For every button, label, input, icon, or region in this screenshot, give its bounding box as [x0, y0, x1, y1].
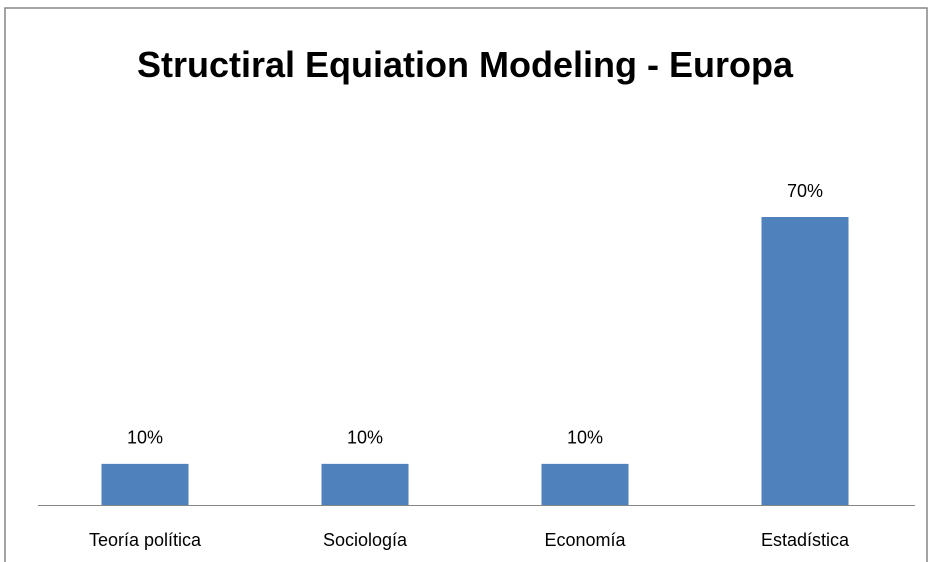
x-tick-label: Economía — [544, 530, 626, 550]
data-label: 70% — [787, 181, 823, 201]
x-tick-label: Sociología — [323, 530, 408, 550]
bar — [321, 463, 409, 505]
x-tick-label: Estadística — [761, 530, 850, 550]
chart-title: Structiral Equiation Modeling - Europa — [136, 44, 793, 85]
x-tick-label: Teoría política — [89, 530, 202, 550]
data-label: 10% — [567, 428, 603, 448]
bar — [101, 463, 189, 505]
data-label: 10% — [347, 428, 383, 448]
bar — [541, 463, 629, 505]
chart-frame — [4, 7, 928, 562]
data-label: 10% — [127, 428, 163, 448]
bar — [761, 217, 849, 505]
